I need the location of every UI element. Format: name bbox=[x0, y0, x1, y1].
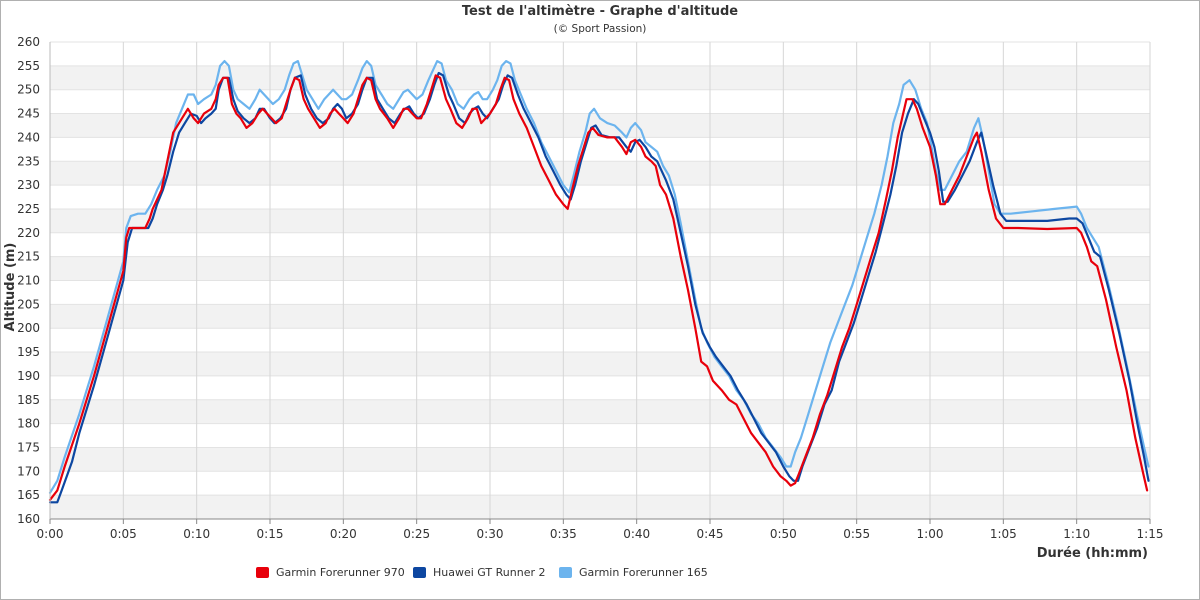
legend-label: Garmin Forerunner 165 bbox=[579, 566, 708, 579]
y-tick-label: 235 bbox=[17, 154, 40, 168]
x-tick-label: 0:50 bbox=[770, 527, 797, 541]
plot-band bbox=[50, 447, 1150, 472]
chart-title: Test de l'altimètre - Graphe d'altitude bbox=[462, 4, 738, 19]
x-tick-label: 0:05 bbox=[110, 527, 137, 541]
legend-label: Garmin Forerunner 970 bbox=[276, 566, 405, 579]
x-tick-label: 0:30 bbox=[477, 527, 504, 541]
plot-band bbox=[50, 375, 1150, 400]
plot-band bbox=[50, 352, 1150, 376]
x-tick-label: 0:45 bbox=[697, 527, 724, 541]
series-line-2 bbox=[48, 71, 1150, 504]
plot-band bbox=[50, 328, 1150, 353]
y-tick-label: 170 bbox=[17, 464, 40, 478]
x-tick-label: 0:35 bbox=[550, 527, 577, 541]
plot-band bbox=[50, 232, 1150, 257]
x-tick-label: 0:40 bbox=[623, 527, 650, 541]
y-tick-labels: 160 165 170 175 180 185 190 195 200 205 210 215 220 2… bbox=[17, 35, 40, 526]
x-tick-label: 0:20 bbox=[330, 527, 357, 541]
plot-band bbox=[50, 185, 1150, 209]
y-tick-label: 205 bbox=[17, 297, 40, 311]
plot-band bbox=[50, 89, 1150, 114]
plot-band bbox=[50, 208, 1150, 233]
legend-swatch bbox=[413, 567, 426, 578]
y-axis-label: Altitude (m) bbox=[3, 243, 18, 332]
x-tick-label: 0:15 bbox=[257, 527, 284, 541]
x-tick-labels: 0:00 0:05 0:10 0:15 0:20 0:25 0:30 0:35 0:40 0:45… bbox=[37, 527, 1164, 541]
grid-lines bbox=[49, 41, 1151, 520]
y-tick-label: 230 bbox=[17, 178, 40, 192]
y-tick-label: 240 bbox=[17, 130, 40, 144]
legend-swatch bbox=[559, 567, 572, 578]
y-tick-label: 215 bbox=[17, 250, 40, 264]
y-tick-label: 160 bbox=[17, 512, 40, 526]
y-tick-label: 165 bbox=[17, 488, 40, 502]
legend-swatch bbox=[256, 567, 269, 578]
y-tick-label: 200 bbox=[17, 321, 40, 335]
y-tick-label: 175 bbox=[17, 440, 40, 454]
plot-band bbox=[50, 113, 1150, 138]
y-tick-label: 210 bbox=[17, 274, 40, 288]
plot-band bbox=[50, 495, 1150, 519]
plot-band bbox=[50, 280, 1150, 305]
series-line-1 bbox=[48, 74, 1149, 501]
series-line-3 bbox=[48, 60, 1150, 494]
plot-bands bbox=[50, 42, 1150, 519]
plot-band bbox=[50, 423, 1150, 448]
y-tick-label: 195 bbox=[17, 345, 40, 359]
plot-band bbox=[50, 65, 1150, 90]
x-tick-label: 0:25 bbox=[403, 527, 430, 541]
y-tick-label: 225 bbox=[17, 202, 40, 216]
x-tick-label: 1:05 bbox=[990, 527, 1017, 541]
y-tick-label: 180 bbox=[17, 417, 40, 431]
legend-label: Huawei GT Runner 2 bbox=[433, 566, 546, 579]
x-tick-label: 0:10 bbox=[183, 527, 210, 541]
series-lines bbox=[48, 60, 1150, 504]
plot-band bbox=[50, 304, 1150, 329]
y-tick-label: 190 bbox=[17, 369, 40, 383]
y-tick-label: 255 bbox=[17, 59, 40, 73]
axes bbox=[49, 42, 1151, 524]
x-tick-label: 1:10 bbox=[1063, 527, 1090, 541]
legend: Garmin Forerunner 970 Huawei GT Runner 2 G… bbox=[256, 566, 708, 579]
y-tick-label: 185 bbox=[17, 393, 40, 407]
y-tick-label: 250 bbox=[17, 83, 40, 97]
x-tick-label: 0:55 bbox=[843, 527, 870, 541]
chart-subtitle: (© Sport Passion) bbox=[554, 23, 647, 35]
y-tick-label: 260 bbox=[17, 35, 40, 49]
y-tick-label: 245 bbox=[17, 107, 40, 121]
plot-band bbox=[50, 137, 1150, 162]
plot-band bbox=[50, 161, 1150, 186]
x-axis-label: Durée (hh:mm) bbox=[1037, 546, 1148, 561]
x-tick-label: 0:00 bbox=[37, 527, 64, 541]
plot-band bbox=[50, 399, 1150, 424]
plot-band bbox=[50, 256, 1150, 281]
x-tick-label: 1:00 bbox=[917, 527, 944, 541]
plot-band bbox=[50, 42, 1150, 66]
x-tick-label: 1:15 bbox=[1137, 527, 1164, 541]
y-tick-label: 220 bbox=[17, 226, 40, 240]
plot-band bbox=[50, 471, 1150, 496]
